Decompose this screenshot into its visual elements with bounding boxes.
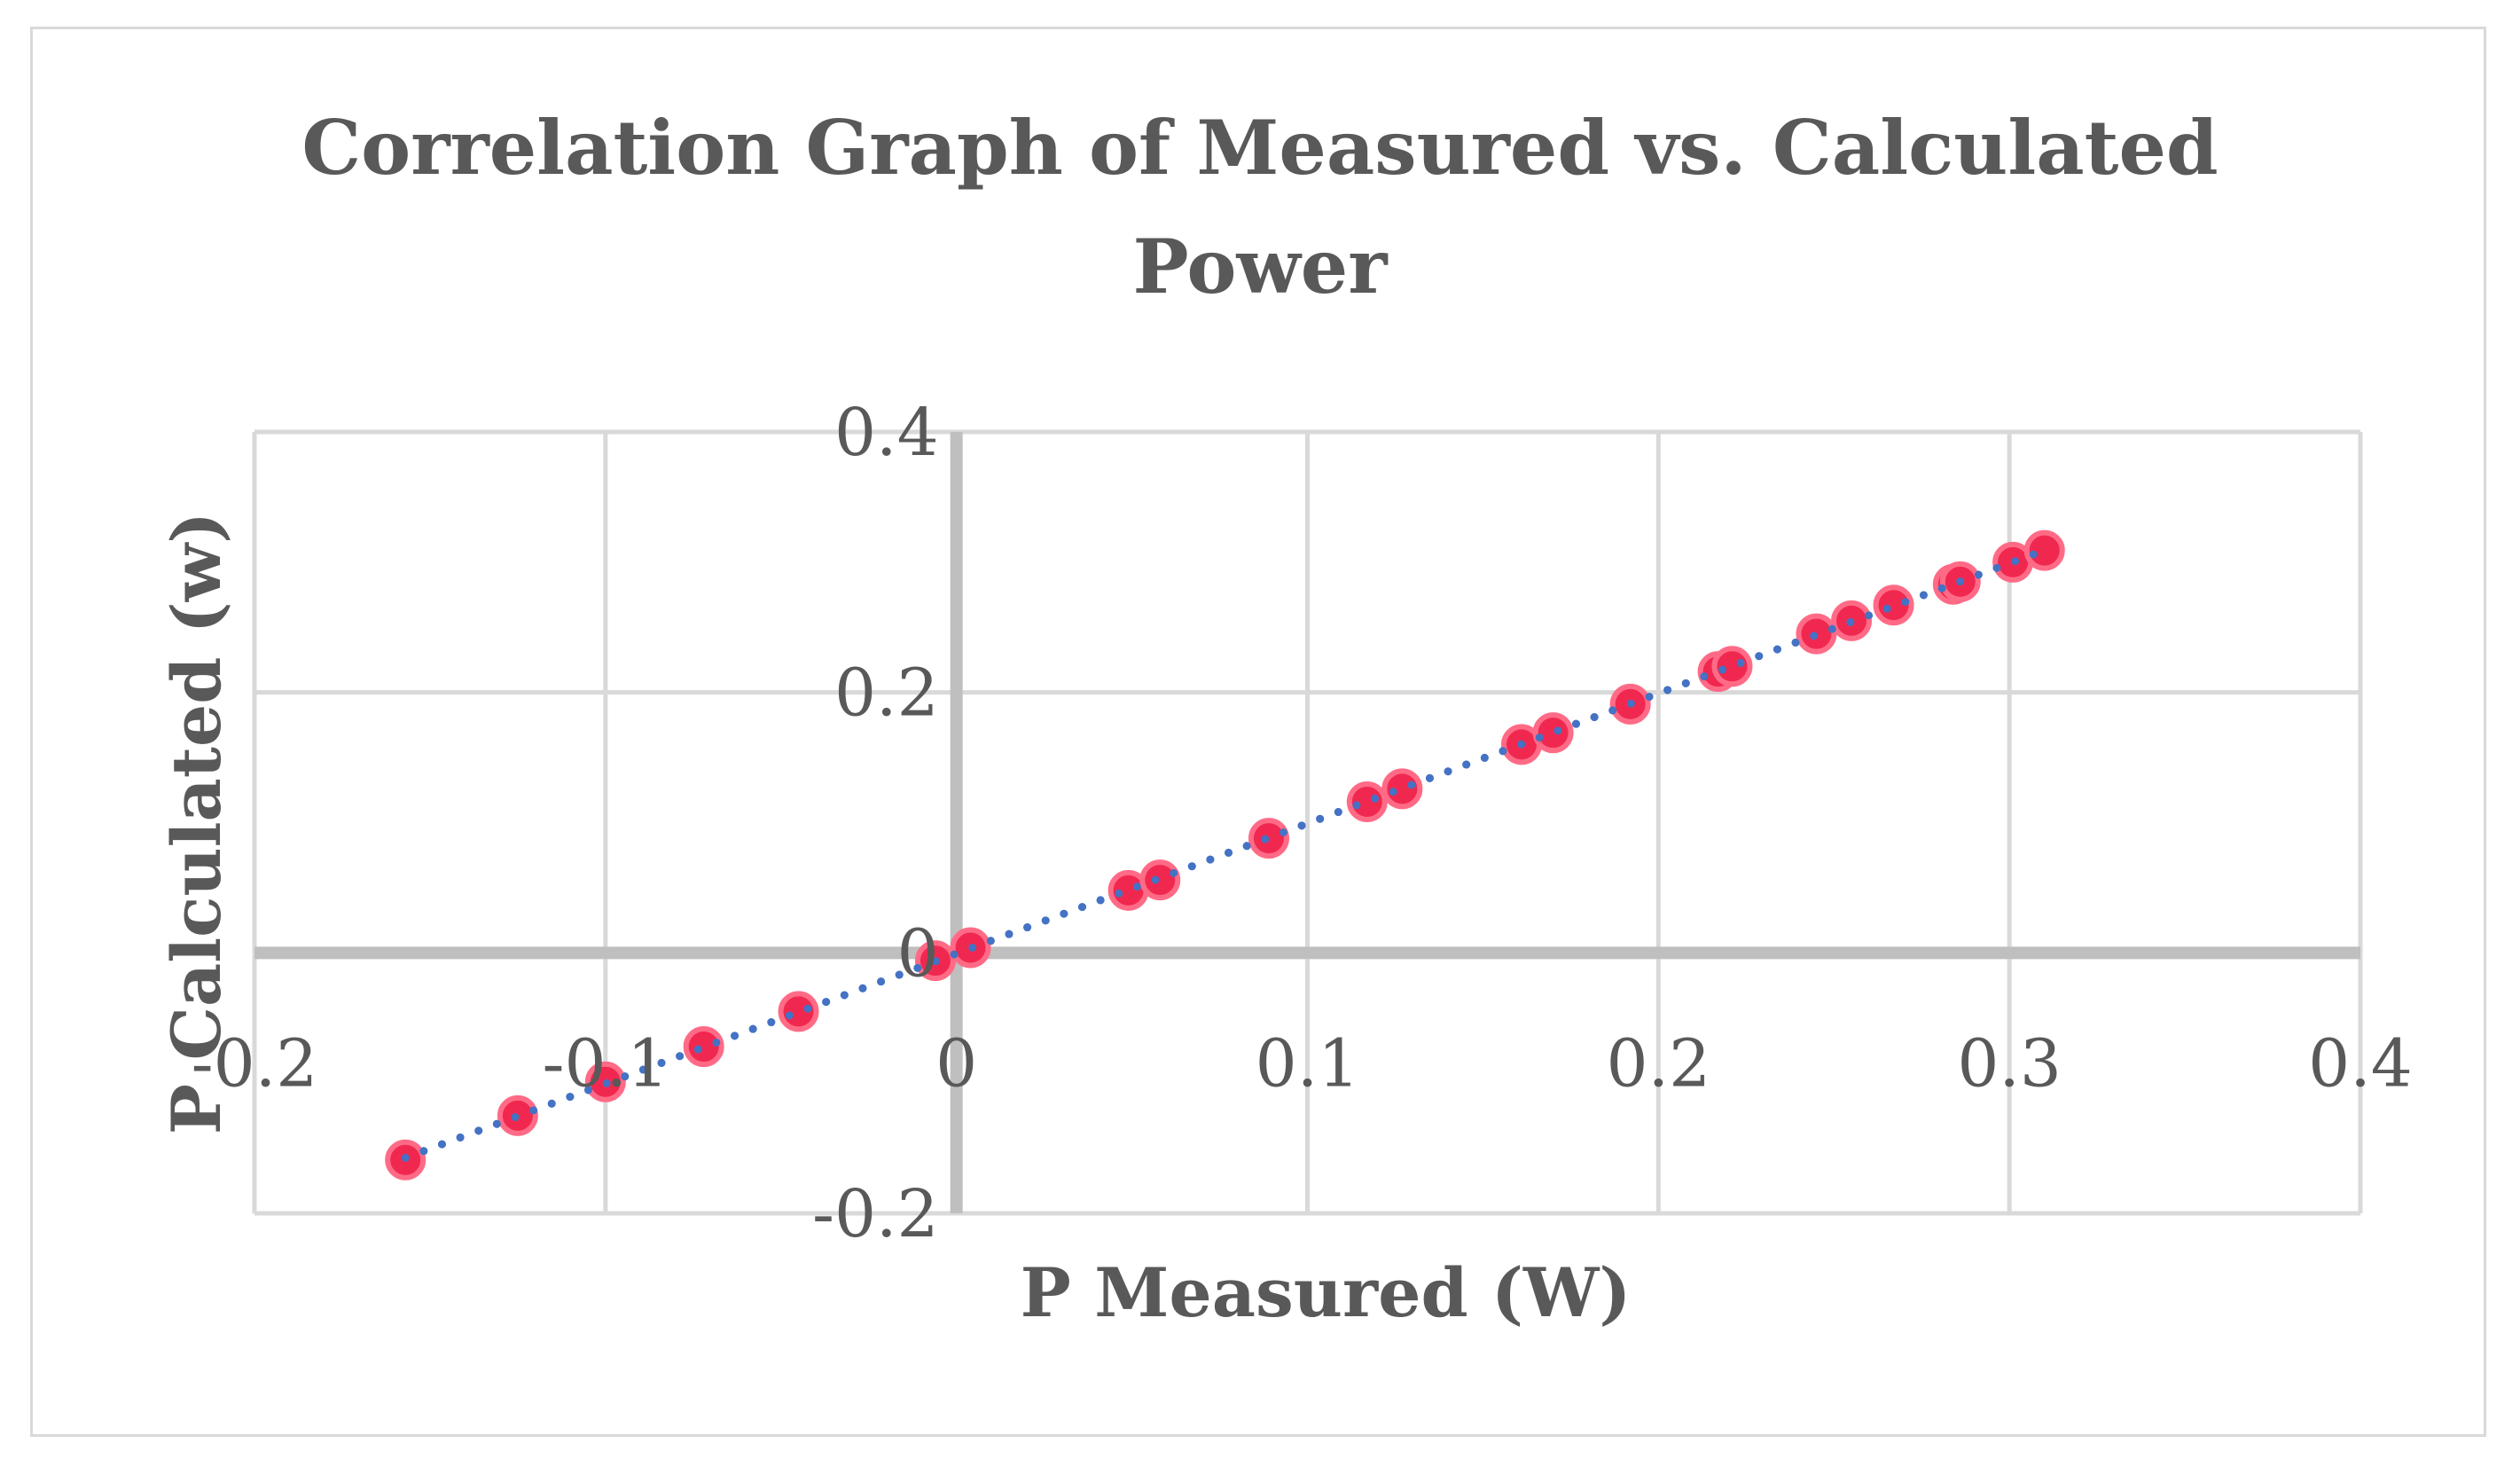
chart-title: Correlation Graph of Measured vs. Calcul… (301, 104, 2218, 310)
x-tick-label: 0 (935, 1025, 977, 1102)
chart-frame (30, 27, 2486, 1437)
data-point (778, 991, 819, 1032)
chart-title-line-2: Power (1133, 223, 1389, 310)
axes (254, 432, 2360, 1213)
data-point (683, 1026, 724, 1068)
trendline-overlay (401, 545, 2049, 1162)
y-tick-label: -0.2 (812, 1176, 939, 1252)
x-tick-label: 0.4 (2308, 1025, 2413, 1102)
x-tick-label: -0.1 (542, 1025, 669, 1102)
x-tick-label: 0.2 (1606, 1025, 1710, 1102)
data-point (1139, 859, 1181, 901)
chart-title-line-1: Correlation Graph of Measured vs. Calcul… (301, 104, 2218, 192)
y-axis-label: P Calculated (w) (157, 512, 236, 1134)
data-point (1873, 584, 1914, 626)
data-points (385, 530, 2065, 1181)
y-tick-label: 0 (897, 915, 939, 992)
x-axis-label: P Measured (W) (1021, 1253, 1632, 1332)
tick-labels: -0.2 -0.1 0 0.1 0.2 0.3 0.4 -0.2 0 0.2 0.4 (192, 395, 2413, 1252)
y-tick-label: 0.2 (834, 655, 939, 732)
data-point (1711, 646, 1753, 687)
data-point (1532, 712, 1574, 754)
x-tick-label: 0.1 (1256, 1025, 1360, 1102)
x-tick-label: -0.2 (192, 1025, 318, 1102)
y-tick-label: 0.4 (834, 395, 939, 471)
grid (252, 429, 2363, 1216)
data-point (2023, 530, 2065, 571)
data-point (1381, 768, 1423, 810)
x-tick-label: 0.3 (1957, 1025, 2062, 1102)
data-point (1346, 781, 1388, 823)
